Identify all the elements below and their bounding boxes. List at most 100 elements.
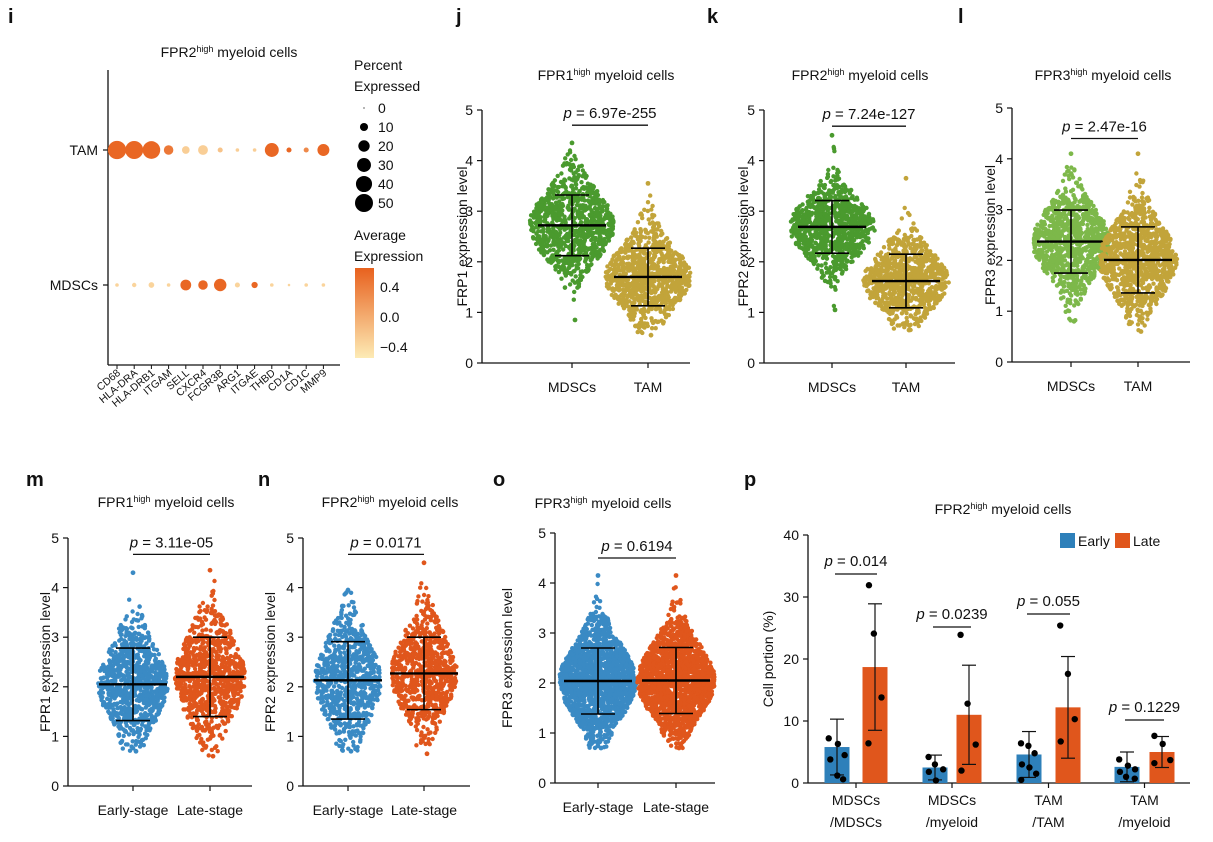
scatter-point	[829, 132, 835, 138]
scatter-point	[1072, 218, 1077, 223]
scatter-point	[1042, 259, 1047, 264]
scatter-point	[577, 241, 582, 246]
scatter-point	[585, 181, 591, 186]
scatter-point	[881, 245, 887, 250]
scatter-point	[863, 235, 869, 240]
scatter-point	[818, 244, 824, 249]
scatter-point	[574, 228, 579, 233]
scatter-point	[885, 275, 890, 280]
scatter-point	[584, 269, 589, 274]
scatter-point	[573, 181, 578, 187]
scatter-point	[580, 168, 585, 173]
scatter-point	[839, 264, 844, 269]
scatter-point	[824, 214, 829, 220]
p-value-label: p = 6.97e-255	[563, 105, 657, 122]
scatter-point	[624, 261, 630, 267]
scatter-point	[850, 237, 856, 242]
scatter-point	[1094, 234, 1099, 240]
scatter-point	[1074, 268, 1079, 273]
scatter-point	[893, 236, 898, 241]
scatter-point	[908, 271, 913, 276]
scatter-point	[667, 278, 672, 283]
scatter-point	[655, 227, 660, 232]
scatter-point	[814, 214, 819, 219]
scatter-point	[904, 319, 910, 324]
scatter-point	[570, 190, 575, 195]
scatter-point	[560, 264, 566, 269]
dot-mdscs-hla-drb1	[148, 282, 155, 288]
scatter-point	[580, 230, 586, 235]
title-gene: FPR2	[161, 44, 197, 60]
scatter-point	[533, 241, 539, 247]
scatter-point	[805, 210, 810, 215]
scatter-point	[616, 294, 621, 300]
scatter-point	[869, 291, 874, 296]
scatter-point	[595, 249, 600, 255]
scatter-point	[583, 203, 588, 209]
scatter-point	[925, 307, 930, 313]
scatter-point	[570, 162, 576, 168]
scatter-point	[1073, 283, 1078, 288]
scatter-point	[1056, 229, 1061, 235]
scatter-point	[903, 175, 909, 181]
scatter-point	[625, 293, 631, 298]
scatter-point	[887, 259, 892, 264]
scatter-point	[1076, 214, 1081, 219]
scatter-point	[827, 270, 833, 276]
scatter-point	[634, 323, 639, 328]
scatter-point	[926, 288, 931, 294]
chart-title: FPR1high myeloid cells	[538, 67, 675, 83]
scatter-point	[895, 302, 900, 308]
scatter-point	[577, 226, 583, 232]
scatter-point	[553, 264, 558, 269]
scatter-point	[647, 235, 652, 240]
scatter-point	[640, 330, 645, 336]
scatter-point	[648, 193, 653, 198]
scatter-point	[566, 203, 571, 208]
scatter-point	[603, 270, 609, 275]
scatter-point	[819, 183, 825, 188]
scatter-point	[591, 183, 596, 189]
scatter-point	[645, 200, 651, 205]
scatter-point	[632, 283, 637, 288]
scatter-point	[830, 253, 836, 259]
scatter-point	[643, 235, 648, 240]
scatter-point	[1060, 263, 1066, 268]
scatter-point	[889, 296, 895, 301]
scatter-point	[528, 213, 534, 218]
scatter-point	[1044, 249, 1050, 254]
panel-label-n: n	[258, 469, 270, 491]
scatter-point	[562, 190, 567, 196]
scatter-point	[1092, 271, 1097, 277]
scatter-point	[664, 267, 670, 272]
scatter-point	[581, 234, 586, 240]
scatter-point	[1047, 223, 1052, 229]
scatter-point	[586, 185, 592, 190]
scatter-point	[824, 265, 829, 271]
scatter-point	[907, 256, 913, 261]
scatter-point	[833, 267, 839, 273]
scatter-point	[1088, 199, 1094, 205]
y-axis-label: FRP1 expression level	[454, 166, 470, 306]
scatter-point	[876, 273, 881, 279]
scatter-point	[915, 318, 921, 323]
scatter-point	[912, 284, 917, 289]
scatter-point	[614, 262, 619, 267]
scatter-point	[1067, 308, 1072, 314]
scatter-point	[1061, 295, 1066, 300]
scatter-point	[914, 259, 920, 264]
scatter-point	[1053, 198, 1058, 204]
scatter-point	[1083, 286, 1088, 291]
scatter-point	[842, 256, 848, 261]
panel-label-j: j	[455, 6, 462, 28]
scatter-point	[923, 274, 929, 279]
y-axis-label: FPR3 expression level	[982, 165, 998, 305]
scatter-point	[661, 321, 666, 326]
scatter-point	[663, 315, 669, 320]
dot-tam-arg1	[235, 148, 240, 152]
scatter-point	[1078, 296, 1084, 301]
scatter-point	[1035, 222, 1040, 227]
scatter-point	[1043, 269, 1048, 274]
scatter-point	[639, 289, 644, 294]
scatter-point	[542, 217, 548, 222]
